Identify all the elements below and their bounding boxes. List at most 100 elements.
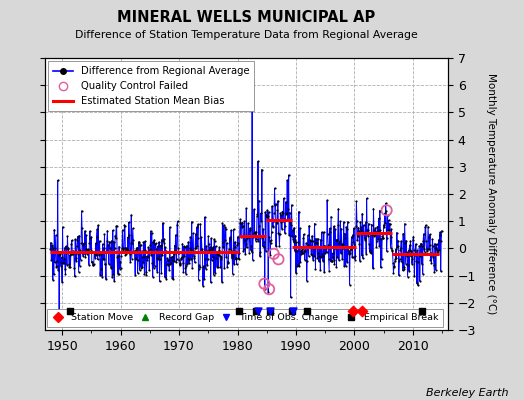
Point (437, 238, 445, 244)
Point (290, 224, 298, 231)
Point (414, 259, 422, 266)
Point (375, 215, 383, 222)
Point (420, 231, 428, 237)
Point (253, 213, 261, 220)
Point (210, 272, 218, 278)
Point (420, 249, 429, 255)
Point (196, 264, 204, 270)
Point (428, 236, 436, 242)
Point (294, 208, 303, 215)
Point (217, 256, 225, 262)
Point (299, 235, 308, 242)
Point (173, 218, 182, 224)
Point (294, 262, 302, 268)
Point (71, 236, 80, 242)
Point (85, 240, 94, 246)
Point (318, 251, 326, 257)
Point (340, 219, 348, 225)
Point (355, 228, 363, 234)
Point (72, 255, 80, 261)
Point (279, 218, 287, 224)
Point (410, 247, 418, 253)
Point (72, 243, 81, 249)
Point (334, 222, 342, 228)
Point (190, 259, 199, 266)
Point (313, 255, 322, 262)
Point (253, 211, 261, 217)
Point (285, 172, 293, 178)
Point (289, 308, 297, 314)
Point (187, 256, 195, 262)
Point (112, 223, 121, 229)
Point (135, 238, 143, 245)
Point (213, 250, 222, 256)
Point (51, 259, 59, 265)
Point (150, 262, 159, 269)
Point (123, 246, 131, 252)
Point (258, 166, 266, 173)
Point (159, 220, 167, 226)
Point (145, 267, 154, 274)
Point (280, 216, 289, 222)
Point (113, 222, 121, 229)
Point (255, 198, 263, 204)
Point (233, 240, 242, 246)
Point (260, 286, 269, 292)
Point (422, 237, 430, 244)
Point (366, 230, 375, 236)
Point (212, 254, 220, 261)
Point (165, 267, 173, 273)
Point (151, 240, 160, 246)
Point (423, 246, 432, 252)
Point (53, 258, 61, 264)
Point (126, 258, 135, 265)
Point (166, 224, 174, 230)
Point (302, 240, 310, 246)
Point (79, 240, 88, 247)
Y-axis label: Monthly Temperature Anomaly Difference (°C): Monthly Temperature Anomaly Difference (… (486, 73, 496, 315)
Point (299, 250, 307, 256)
Point (161, 244, 170, 251)
Point (226, 234, 234, 241)
Point (90, 248, 99, 255)
Point (310, 253, 318, 259)
Point (168, 275, 177, 281)
Point (111, 244, 119, 251)
Point (312, 240, 321, 246)
Point (203, 248, 211, 254)
Point (286, 210, 294, 216)
Point (274, 207, 282, 213)
Point (171, 247, 179, 253)
Point (339, 245, 347, 251)
Point (346, 250, 354, 256)
Point (348, 254, 356, 260)
Point (244, 220, 253, 226)
Point (101, 261, 110, 268)
Point (417, 240, 425, 247)
Point (301, 244, 310, 250)
Point (229, 252, 237, 259)
Point (347, 246, 355, 252)
Point (79, 242, 87, 248)
Point (227, 255, 236, 261)
Point (92, 240, 100, 246)
Point (410, 272, 419, 279)
Point (106, 245, 115, 252)
Point (155, 278, 163, 284)
Point (399, 264, 408, 270)
Point (374, 228, 383, 234)
Point (203, 262, 212, 268)
Point (240, 218, 248, 224)
Point (322, 245, 331, 251)
Point (102, 276, 110, 282)
Point (123, 247, 132, 253)
Point (243, 235, 252, 242)
Point (156, 242, 165, 249)
Point (425, 246, 433, 252)
Point (413, 282, 422, 288)
Point (152, 254, 161, 261)
Point (66, 308, 74, 314)
Point (336, 238, 344, 244)
Point (177, 256, 185, 262)
Point (119, 246, 127, 252)
